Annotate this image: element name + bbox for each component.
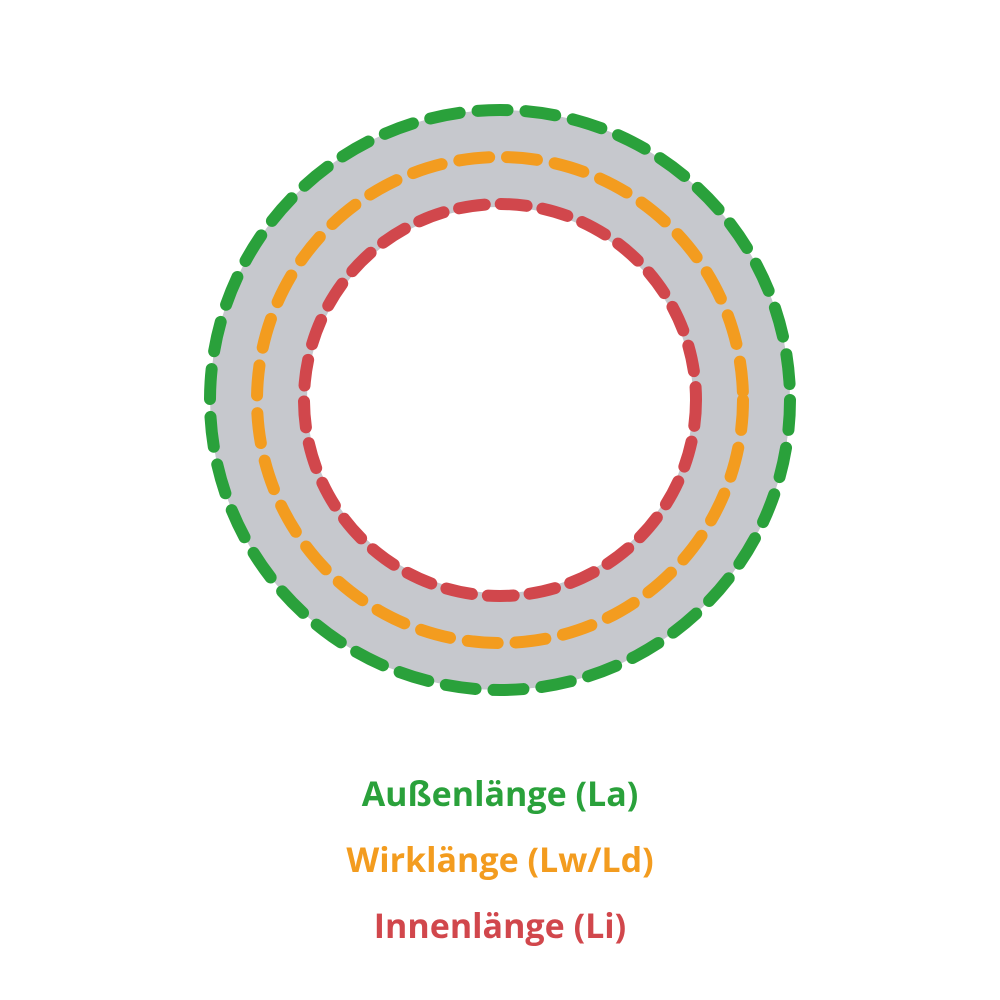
legend-inner-length: Innenlänge (Li) bbox=[0, 902, 1000, 948]
diagram-canvas: Außenlänge (La) Wirklänge (Lw/Ld) Innenl… bbox=[0, 0, 1000, 1000]
legend-effective-length: Wirklänge (Lw/Ld) bbox=[0, 836, 1000, 882]
legend-outer-length: Außenlänge (La) bbox=[0, 770, 1000, 816]
